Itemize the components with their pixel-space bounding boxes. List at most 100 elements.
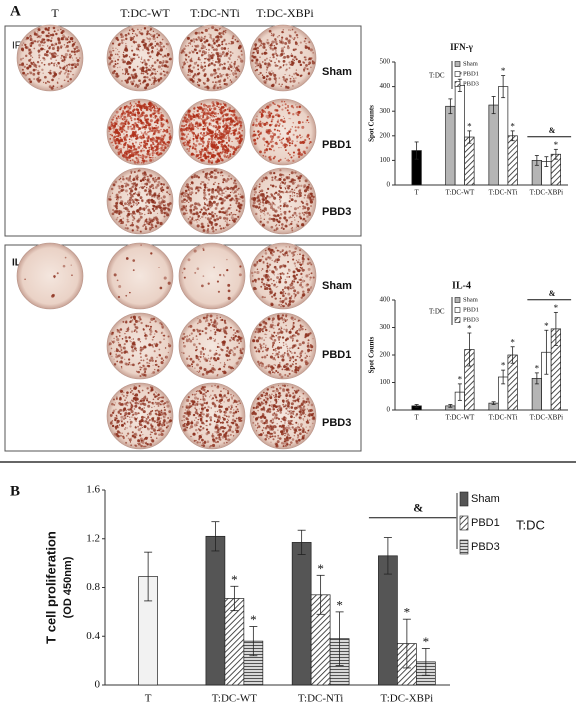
spot [293,370,297,374]
spot [212,86,216,90]
spot [151,156,154,159]
spot [259,210,263,213]
spot [212,364,214,367]
spot [303,280,306,282]
spot [264,275,268,279]
spot [134,347,137,350]
spot [278,216,282,220]
spot [210,221,214,225]
spot [139,368,142,371]
spot [219,62,222,65]
spot [219,83,221,86]
spot [116,197,119,201]
spot [131,215,134,217]
spot [303,213,306,216]
spot [258,38,261,42]
spot [305,274,309,278]
spot [51,293,55,297]
spot [224,150,227,153]
spot [228,358,231,361]
spot [116,279,119,282]
spot [205,176,207,178]
spot [216,128,219,131]
spot [273,260,276,263]
spot [38,56,40,59]
spot [118,56,121,58]
spot [130,213,132,215]
spot [136,204,138,206]
spot [155,79,158,82]
spot [183,335,187,339]
spot [204,348,206,350]
spot [237,361,239,363]
spot [225,226,227,228]
spot [272,83,275,87]
spot [288,34,290,36]
spot [297,320,300,322]
spot [224,109,227,112]
spot [203,122,206,126]
well-spots [251,169,315,232]
spot [299,174,303,178]
spot [185,357,189,360]
spot [264,107,267,109]
spot [221,188,224,192]
spot [126,220,129,223]
spot [305,146,309,149]
spot [118,187,121,190]
spot [41,62,43,64]
spot [228,56,231,60]
spot [298,189,301,193]
spot [199,343,201,345]
spot [132,178,135,182]
spot [299,326,303,329]
spot [300,358,304,362]
spot [191,50,195,54]
spot [309,276,312,279]
spot [275,224,277,227]
spot [66,49,70,53]
spot [143,183,146,185]
spot [181,137,185,141]
spot [223,47,227,50]
spot [233,347,237,350]
spot [209,116,212,119]
spot [310,286,312,288]
spot [238,135,242,139]
spot [285,343,287,345]
spot [216,133,219,136]
spot [189,357,193,361]
spot [119,211,123,214]
spot [295,362,297,365]
spot [124,33,128,37]
spot [112,126,116,130]
spot [307,288,311,292]
spot [225,73,229,77]
spot [300,272,303,275]
spot [167,140,171,144]
spot [288,330,292,334]
spot [287,292,291,296]
spot [157,50,159,52]
spot [20,63,25,67]
spot [148,126,151,130]
spot [281,83,283,86]
spot [180,51,183,54]
spot [216,151,218,153]
spot [205,203,209,207]
spot [134,187,137,189]
spot [34,66,36,68]
spot [261,121,264,125]
spot [22,42,25,45]
spot [277,273,279,275]
spot [133,151,135,154]
spot [223,372,226,375]
spot [130,205,133,208]
spot [194,123,197,125]
spot [121,175,125,178]
spot [296,36,299,39]
spot [256,270,260,275]
spot [210,154,214,159]
spot [292,339,294,341]
spot [129,141,131,143]
